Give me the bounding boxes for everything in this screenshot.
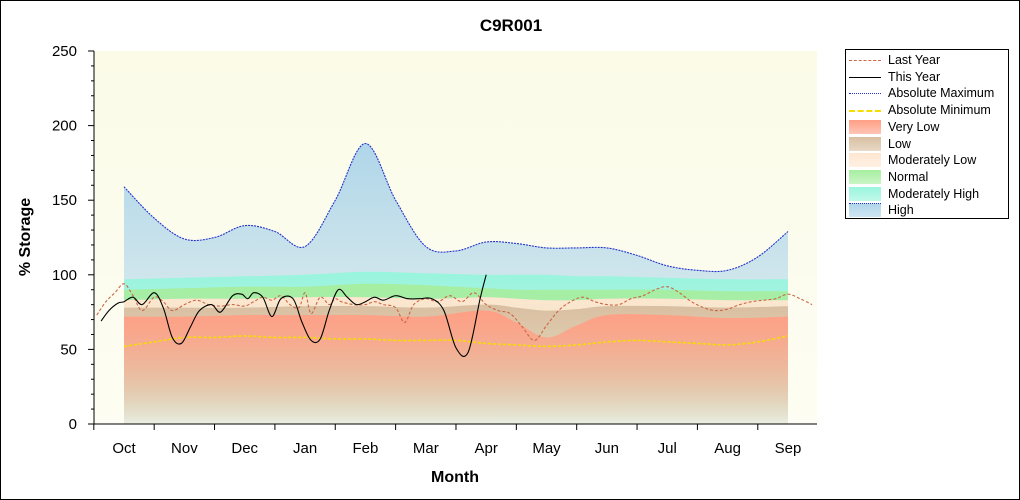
y-tick-label: 0	[69, 416, 77, 433]
x-tick-label: Apr	[474, 440, 497, 457]
legend-swatch	[849, 110, 881, 113]
legend-label: Moderately High	[888, 186, 980, 201]
legend-swatch	[849, 93, 881, 95]
line-absolute-minimum	[123, 335, 789, 348]
x-tick-label: Aug	[714, 440, 741, 457]
band-areas	[124, 143, 788, 424]
legend-swatch	[849, 76, 881, 78]
x-tick-label: Oct	[112, 440, 136, 457]
line-absolute-maximum	[123, 142, 789, 273]
legend-swatch	[849, 169, 881, 184]
chart-title: C9R001	[480, 16, 542, 35]
y-axis-title: % Storage	[17, 198, 34, 276]
legend-item-last-year: Last Year	[846, 52, 1010, 68]
legend-label: Moderately Low	[888, 153, 977, 168]
legend-item-moderately-low: Moderately Low	[846, 152, 1010, 168]
x-tick-label: Jan	[293, 440, 317, 457]
legend-label: Absolute Minimum	[888, 103, 991, 118]
legend-swatch	[849, 60, 881, 61]
y-tick-label: 100	[52, 267, 77, 284]
legend-swatch	[849, 186, 881, 201]
x-tick-label: Dec	[231, 440, 258, 457]
legend-swatch	[849, 119, 881, 134]
x-tick-label: Jul	[658, 440, 677, 457]
x-axis-title: Month	[431, 469, 479, 486]
series-lines	[96, 142, 813, 357]
area-very-low	[124, 310, 788, 424]
legend-label: High	[888, 203, 914, 218]
legend: Last Year This Year Absolute Maximum Absolu…	[845, 49, 1009, 219]
x-tick-label: Mar	[413, 440, 439, 457]
axes: 0 50 100 150 200 250 Oct Nov Dec Jan Feb Mar Apr May J…	[52, 43, 817, 457]
legend-item-absolute-maximum: Absolute Maximum	[846, 85, 1010, 101]
x-tick-label: Sep	[775, 440, 802, 457]
x-tick-label: Jun	[595, 440, 619, 457]
y-tick-label: 200	[52, 118, 77, 135]
line-this-year	[100, 274, 487, 357]
legend-item-normal: Normal	[846, 169, 1010, 185]
y-tick-label: 150	[52, 192, 77, 209]
legend-item-this-year: This Year	[846, 69, 1010, 85]
legend-item-high: High	[846, 202, 1010, 218]
y-tick-label: 250	[52, 43, 77, 60]
legend-swatch	[849, 136, 881, 151]
x-tick-label: Feb	[353, 440, 379, 457]
legend-label: Very Low	[888, 119, 940, 134]
legend-label: Absolute Maximum	[888, 86, 995, 101]
legend-label: Normal	[888, 169, 929, 184]
legend-swatch	[849, 203, 881, 218]
legend-item-absolute-minimum: Absolute Minimum	[846, 102, 1010, 118]
x-tick-label: May	[532, 440, 561, 457]
legend-swatch	[849, 153, 881, 168]
legend-item-moderately-high: Moderately High	[846, 186, 1010, 202]
legend-item-very-low: Very Low	[846, 119, 1010, 135]
legend-item-low: Low	[846, 136, 1010, 152]
legend-label: Last Year	[888, 53, 941, 67]
legend-label: This Year	[888, 69, 941, 84]
legend-label: Low	[888, 136, 911, 151]
x-tick-label: Nov	[171, 440, 198, 457]
y-tick-label: 50	[60, 341, 77, 358]
